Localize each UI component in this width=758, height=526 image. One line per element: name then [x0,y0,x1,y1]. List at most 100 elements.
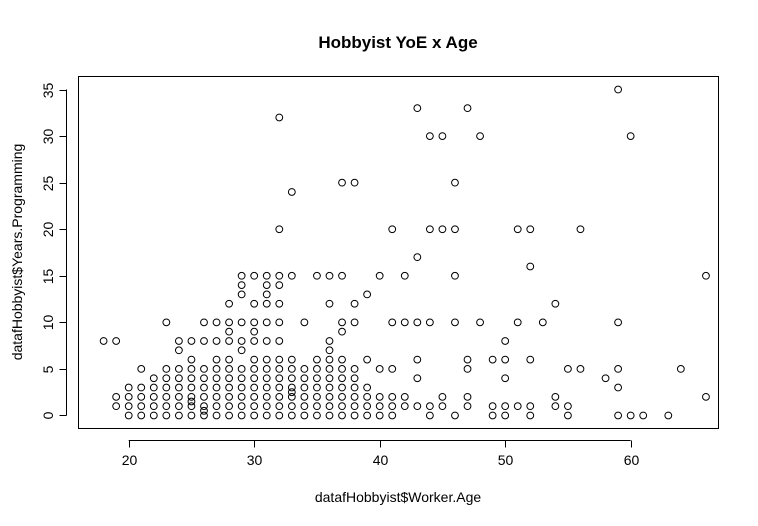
data-point [501,355,510,364]
data-point [275,318,284,327]
data-point [538,318,547,327]
data-point [488,411,497,420]
x-axis-label: datafHobbyist$Worker.Age [315,489,481,505]
data-point [200,383,208,392]
data-point [375,392,384,401]
data-point [702,392,710,401]
data-point [463,392,472,401]
data-point [300,374,309,383]
data-point [250,402,259,411]
data-point [614,318,623,327]
data-point [300,365,309,373]
data-point [463,365,472,373]
data-point [262,337,271,345]
data-point [200,406,208,415]
data-point [313,383,321,392]
data-point [237,318,246,327]
data-point [149,374,158,383]
data-point [200,392,208,401]
data-point [225,402,233,411]
data-point [275,337,284,345]
data-point [676,365,685,373]
data-point [225,355,233,364]
data-point [137,365,146,373]
data-point [325,299,334,308]
data-point [388,402,397,411]
data-point [275,411,284,420]
data-point [313,271,321,280]
y-axis: 0 5 10 15 20 25 30 35 [40,83,67,419]
data-point [313,402,321,411]
plot-frame [78,76,719,429]
data-point [350,299,359,308]
data-point [124,383,133,392]
data-point [451,318,459,327]
data-point [124,402,133,411]
data-point [338,374,346,383]
data-point [438,132,447,140]
data-point [212,383,221,392]
chart-title: Hobbyist YoE x Age [318,33,477,52]
data-point [137,383,146,392]
data-point [137,411,146,420]
data-point [225,411,233,420]
data-point [250,327,259,336]
data-point [237,411,246,420]
data-point [363,392,372,401]
data-point [350,178,359,187]
data-point [275,402,284,411]
data-point [262,392,271,401]
data-point [375,411,384,420]
data-point [212,374,221,383]
data-point [363,402,372,411]
data-point [375,402,384,411]
data-point [350,402,359,411]
data-point [388,411,397,420]
data-point [501,402,510,411]
x-tick-label: 30 [247,452,263,468]
data-point [626,411,635,420]
data-point [124,411,133,420]
data-point [137,402,146,411]
data-point [363,383,372,392]
data-point [338,411,346,420]
data-point [363,355,372,364]
data-point [300,411,309,420]
data-point [564,365,572,373]
data-point [388,365,397,373]
data-point [187,402,196,411]
data-point [451,178,459,187]
data-point [325,271,334,280]
data-point [225,327,233,336]
data-point [250,411,259,420]
data-point [350,374,359,383]
data-point [338,383,346,392]
data-point [325,411,334,420]
data-point [413,355,422,364]
data-point [212,402,221,411]
data-point [149,383,158,392]
data-point [501,374,510,383]
data-point [551,299,560,308]
data-point [250,392,259,401]
data-point [400,271,409,280]
data-point [250,271,259,280]
data-point [413,318,422,327]
data-point [162,402,171,411]
data-point [338,271,346,280]
data-point [551,402,560,411]
data-point [275,113,284,122]
data-point [262,355,271,364]
data-point [388,392,397,401]
data-point [137,392,146,401]
data-point [325,374,334,383]
data-points [99,85,710,420]
data-point [287,271,296,280]
data-point [187,397,196,406]
data-point [200,411,208,420]
data-point [212,392,221,401]
data-point [262,281,271,289]
data-point [250,355,259,364]
data-point [262,402,271,411]
data-point [275,299,284,308]
